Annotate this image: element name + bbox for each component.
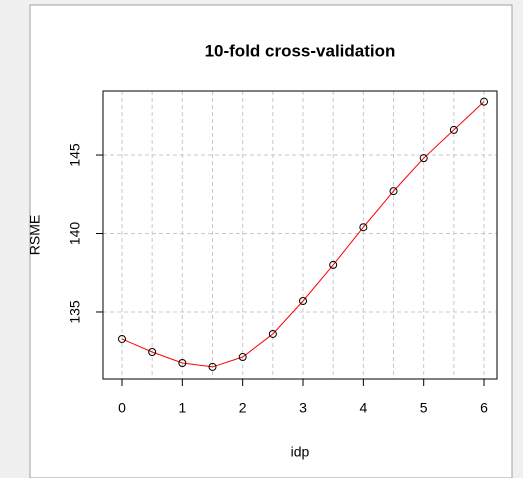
x-tick-label: 6: [480, 400, 488, 416]
x-tick-label: 4: [359, 400, 367, 416]
y-tick-label: 135: [67, 300, 83, 324]
chart-title: 10-fold cross-validation: [205, 41, 396, 60]
point: [208, 362, 217, 371]
point: [480, 97, 489, 106]
point: [238, 353, 247, 362]
y-tick-label: 140: [67, 222, 83, 246]
y-axis-label: RSME: [27, 215, 43, 255]
point: [299, 296, 308, 305]
x-tick-label: 2: [239, 400, 247, 416]
point: [148, 348, 157, 357]
x-tick-label: 0: [118, 400, 126, 416]
point: [449, 125, 458, 134]
point: [419, 154, 428, 163]
x-tick-label: 1: [178, 400, 186, 416]
point: [389, 187, 398, 196]
line: [121, 101, 485, 368]
plot-box: [102, 90, 498, 380]
x-tick-label: 3: [299, 400, 307, 416]
point: [359, 223, 368, 232]
point: [268, 329, 277, 338]
x-axis-label: idp: [291, 444, 310, 460]
point: [178, 358, 187, 367]
point: [118, 334, 127, 343]
y-tick-label: 145: [67, 143, 83, 167]
panel: [29, 4, 513, 478]
point: [329, 260, 338, 269]
x-tick-label: 5: [420, 400, 428, 416]
